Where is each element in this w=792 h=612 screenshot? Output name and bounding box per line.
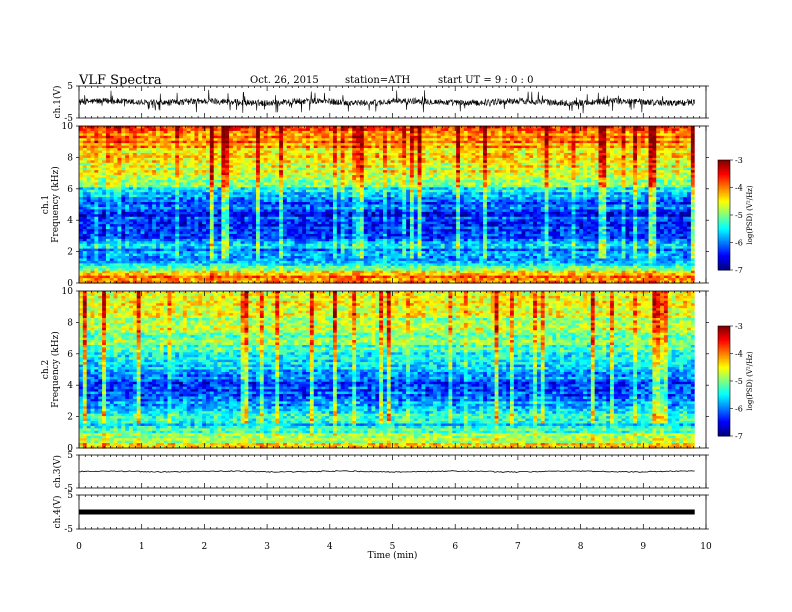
ch1-waveform-series-line [79,90,695,113]
ch1-waveform-ylabel: ch.1(V) [52,86,63,119]
vlf-figure: 5-5ch.1(V)0246810ch.1 Frequency (kHz)-3-4… [0,0,792,612]
ch1-spectrogram-cells [79,126,695,284]
y-tick-label: 5 [67,82,73,92]
